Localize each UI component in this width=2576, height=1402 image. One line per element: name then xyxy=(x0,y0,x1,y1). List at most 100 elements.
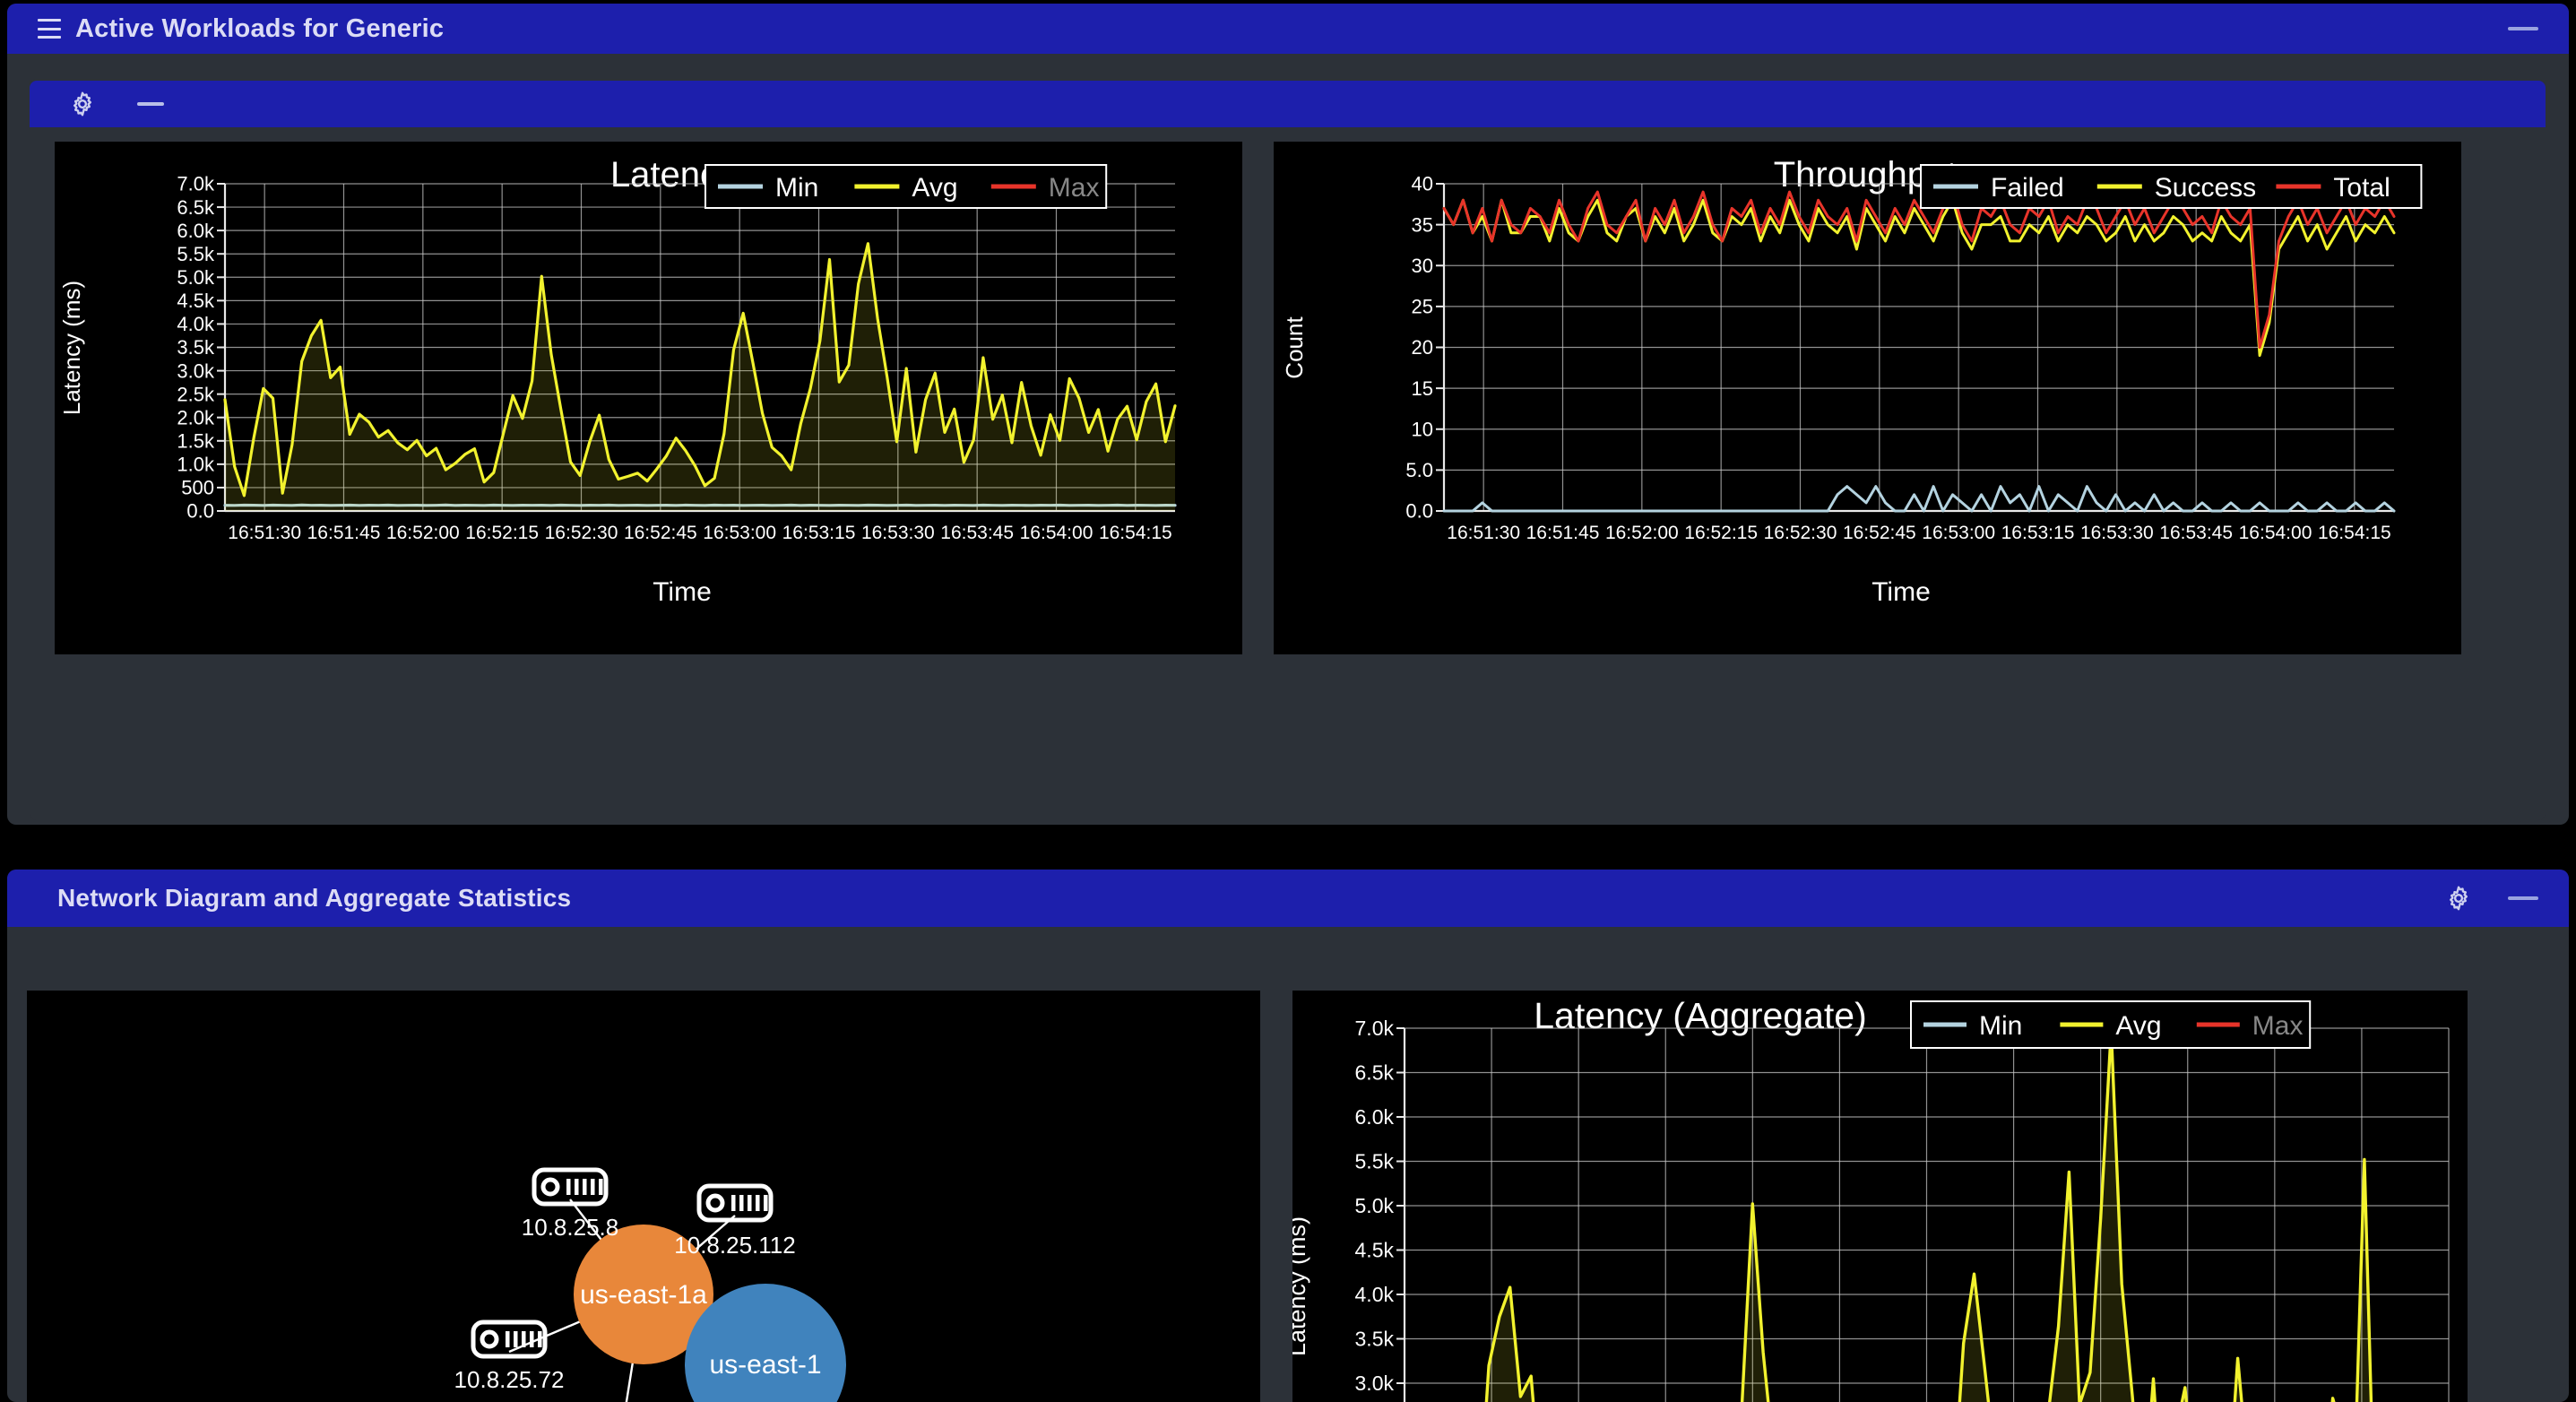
y-tick-label: 15 xyxy=(1412,377,1433,400)
x-tick-label: 16:53:30 xyxy=(861,523,935,543)
y-tick-label: 7.0k xyxy=(1355,1017,1395,1040)
y-tick-label: 5.0 xyxy=(1405,459,1433,481)
chart-latency-svg: Latency 0.05001.0k1.5k2.0k2.5k3.0k3.5k4.… xyxy=(55,142,1242,654)
panel-active-workloads: Active Workloads for Generic xyxy=(7,4,2569,825)
x-tick-label: 16:53:15 xyxy=(782,523,856,543)
server-node-label: 10.8.25.112 xyxy=(674,1232,795,1259)
y-tick-label: 7.0k xyxy=(177,173,215,195)
minimize-icon[interactable] xyxy=(137,102,164,106)
legend-label-avg: Avg xyxy=(2115,1011,2161,1041)
x-tick-label: 16:53:00 xyxy=(703,523,776,543)
x-tick-label: 16:54:15 xyxy=(1099,523,1172,543)
x-tick-label: 16:51:30 xyxy=(228,523,301,543)
x-tick-label: 16:52:45 xyxy=(1843,523,1916,543)
y-tick-label: 5.0k xyxy=(1355,1194,1395,1217)
x-tick-label: 16:52:00 xyxy=(1605,523,1679,543)
zone-node xyxy=(685,1284,846,1402)
y-tick-label: 4.0k xyxy=(1355,1283,1395,1306)
y-tick-label: 1.5k xyxy=(177,429,215,452)
series-line-total xyxy=(1442,190,2396,349)
workload-subpanel: Latency 0.0 500 1.0k 1.5k 2.0k 2.5k 3.0k 3.5k 4.… xyxy=(30,81,2546,820)
legend-label-success: Success xyxy=(2155,173,2256,203)
x-tick-label: 16:54:00 xyxy=(2239,523,2312,543)
x-tick-label: 16:51:45 xyxy=(307,523,381,543)
chart-throughput-ylabel: Count xyxy=(1281,316,1308,379)
x-tick-label: 16:52:15 xyxy=(1684,523,1758,543)
chart-latency-ylabel: Latency (ms) xyxy=(58,281,85,415)
y-tick-label: 3.5k xyxy=(1355,1328,1395,1351)
y-tick-label: 500 xyxy=(181,477,214,499)
y-tick-label: 3.0k xyxy=(1355,1372,1395,1395)
y-tick-label: 5.5k xyxy=(1355,1150,1395,1173)
network-diagram-canvas[interactable]: us-east-1a us-east-1 10.8.25.8 10.8.25.112… xyxy=(27,991,1260,1402)
zone-node xyxy=(574,1225,713,1364)
y-tick-label: 6.0k xyxy=(177,220,215,242)
server-node-label: 10.8.25.8 xyxy=(522,1214,618,1241)
y-tick-label: 4.0k xyxy=(177,313,215,335)
series-line-success xyxy=(1442,198,2396,358)
y-tick-label: 5.0k xyxy=(177,266,215,289)
chart-latency-xlabel: Time xyxy=(653,577,712,607)
minimize-icon[interactable] xyxy=(2508,27,2538,30)
legend-label-avg: Avg xyxy=(912,173,957,203)
zone-node-label: us-east-1 xyxy=(709,1350,821,1380)
x-tick-label: 16:53:45 xyxy=(940,523,1014,543)
y-tick-label: 25 xyxy=(1412,296,1433,318)
y-tick-label: 5.5k xyxy=(177,243,215,265)
panel-active-workloads-header[interactable]: Active Workloads for Generic xyxy=(7,4,2569,54)
chart-latency-aggregate-svg: Latency (Aggregate) 0.05001.0k1.5k2.0k2.… xyxy=(1292,991,2468,1402)
x-tick-label: 16:52:00 xyxy=(386,523,460,543)
x-tick-label: 16:53:45 xyxy=(2159,523,2233,543)
server-node-label: 10.8.25.72 xyxy=(454,1366,565,1393)
gear-icon[interactable] xyxy=(69,91,96,117)
series-line-avg xyxy=(223,242,1177,498)
y-tick-label: 1.0k xyxy=(177,454,215,476)
y-tick-label: 6.5k xyxy=(177,196,215,219)
legend-label-failed: Failed xyxy=(1991,173,2064,203)
network-diagram-svg: us-east-1a us-east-1 10.8.25.8 10.8.25.112… xyxy=(27,991,1260,1402)
x-tick-label: 16:51:45 xyxy=(1526,523,1600,543)
y-tick-label: 35 xyxy=(1412,213,1433,236)
x-tick-label: 16:52:30 xyxy=(1764,523,1837,543)
x-tick-label: 16:52:15 xyxy=(465,523,539,543)
x-tick-label: 16:54:00 xyxy=(1020,523,1094,543)
y-tick-label: 4.5k xyxy=(177,290,215,312)
x-tick-label: 16:52:45 xyxy=(624,523,697,543)
y-tick-label: 3.5k xyxy=(177,336,215,359)
y-tick-label: 6.0k xyxy=(1355,1105,1395,1129)
server-node: 10.8.25.112 xyxy=(674,1183,796,1259)
panel-network-diagram-header[interactable]: Network Diagram and Aggregate Statistics xyxy=(7,870,2569,927)
y-tick-label: 0.0 xyxy=(1405,500,1433,523)
server-node: 10.8.25.8 xyxy=(522,1167,618,1241)
chart-latency-aggregate[interactable]: Latency (Aggregate) 0.05001.0k1.5k2.0k2.… xyxy=(1292,991,2468,1402)
y-tick-label: 20 xyxy=(1412,336,1433,359)
x-tick-label: 16:54:15 xyxy=(2318,523,2391,543)
gear-icon[interactable] xyxy=(2445,885,2472,912)
hamburger-icon[interactable] xyxy=(38,19,61,39)
y-tick-label: 30 xyxy=(1412,255,1433,277)
x-tick-label: 16:52:30 xyxy=(545,523,618,543)
chart-throughput[interactable]: Throughput 0.0 5.0 10 15 20 25 30 35 40 16:51:30… xyxy=(1274,142,2461,654)
x-tick-label: 16:51:30 xyxy=(1447,523,1520,543)
chart-latency-aggregate-title: Latency (Aggregate) xyxy=(1534,995,1867,1036)
legend-label-total: Total xyxy=(2333,173,2390,203)
server-node: 10.8.25.72 xyxy=(454,1320,565,1393)
workload-subpanel-header[interactable] xyxy=(30,81,2546,127)
legend-label-max: Max xyxy=(2252,1011,2304,1041)
y-tick-label: 40 xyxy=(1412,173,1433,195)
y-tick-label: 2.5k xyxy=(177,383,215,405)
y-tick-label: 0.0 xyxy=(186,500,214,523)
chart-latency[interactable]: Latency 0.0 500 1.0k 1.5k 2.0k 2.5k 3.0k 3.5k 4.… xyxy=(55,142,1242,654)
minimize-icon[interactable] xyxy=(2508,896,2538,900)
panel-network-diagram-title: Network Diagram and Aggregate Statistics xyxy=(57,884,572,912)
legend-label-max: Max xyxy=(1049,173,1100,203)
y-tick-label: 10 xyxy=(1412,418,1433,440)
panel-network-diagram: Network Diagram and Aggregate Statistics… xyxy=(7,870,2569,1402)
x-tick-label: 16:53:30 xyxy=(2080,523,2154,543)
x-tick-label: 16:53:00 xyxy=(1922,523,1995,543)
y-tick-label: 6.5k xyxy=(1355,1061,1395,1085)
chart-throughput-xlabel: Time xyxy=(1871,577,1931,607)
y-tick-label: 4.5k xyxy=(1355,1239,1395,1262)
zone-node-label: us-east-1a xyxy=(580,1280,707,1310)
